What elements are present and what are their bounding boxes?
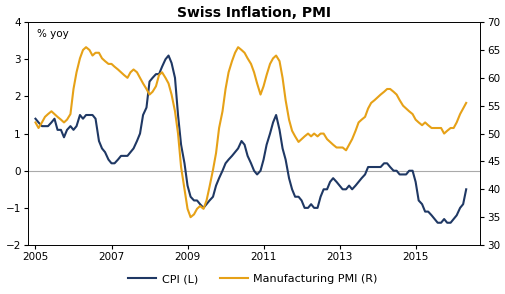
Manufacturing PMI (R) (196, 204, 203, 208)
Title: Swiss Inflation, PMI: Swiss Inflation, PMI (177, 6, 330, 20)
CPI (L) (367, 165, 373, 169)
Manufacturing PMI (R) (83, 46, 89, 49)
Line: Manufacturing PMI (R): Manufacturing PMI (R) (35, 47, 465, 217)
CPI (L) (434, 221, 440, 225)
Manufacturing PMI (R) (96, 51, 102, 54)
CPI (L) (225, 158, 231, 161)
Manufacturing PMI (R) (32, 121, 38, 124)
Legend: CPI (L), Manufacturing PMI (R): CPI (L), Manufacturing PMI (R) (124, 270, 381, 288)
CPI (L) (184, 184, 190, 187)
CPI (L) (462, 188, 468, 191)
Manufacturing PMI (R) (462, 101, 468, 105)
Line: CPI (L): CPI (L) (35, 56, 465, 223)
Manufacturing PMI (R) (229, 59, 235, 63)
CPI (L) (193, 199, 199, 202)
CPI (L) (92, 117, 98, 121)
Manufacturing PMI (R) (371, 98, 377, 102)
Text: % yoy: % yoy (37, 29, 69, 39)
Manufacturing PMI (R) (305, 132, 311, 135)
Manufacturing PMI (R) (184, 207, 190, 211)
CPI (L) (165, 54, 171, 57)
CPI (L) (32, 117, 38, 121)
CPI (L) (301, 206, 307, 210)
Manufacturing PMI (R) (187, 216, 193, 219)
